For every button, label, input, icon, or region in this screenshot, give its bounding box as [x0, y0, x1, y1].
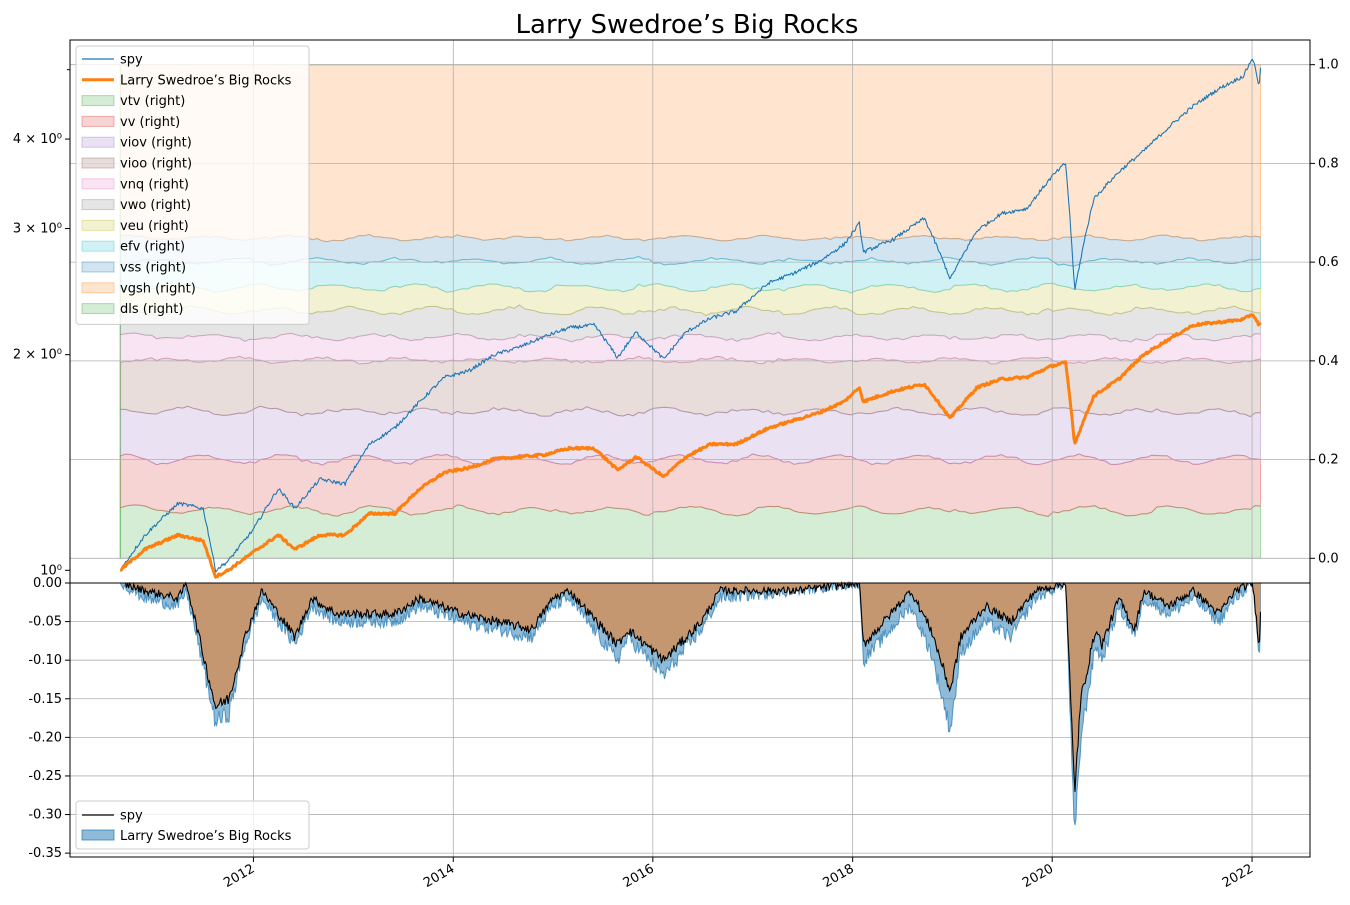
- legend-patch-vgsh-right: [81, 282, 115, 294]
- bottom-legend-box: [75, 800, 310, 850]
- chart-title: Larry Swedroe’s Big Rocks: [516, 10, 859, 40]
- drawdown-area-spy-fill: [120, 583, 1261, 792]
- legend-label-vnq-right: vnq (right): [120, 177, 189, 192]
- x-tick-label-2012: 2012: [221, 861, 257, 891]
- right-tick-label: 0.0: [1318, 551, 1339, 566]
- x-tick-label-2020: 2020: [1020, 861, 1056, 891]
- top-panel: 10⁰ 2 × 10⁰ 3 × 10⁰ 4 × 10⁰ 0.0 0.2 0.4 0.6 0.8 1…: [13, 39, 1339, 584]
- legend-patch-dls-right: [81, 303, 115, 315]
- right-tick-label: 0.4: [1318, 354, 1339, 369]
- area-vtv-right: [119, 504, 1261, 559]
- legend-label-spy: spy: [120, 809, 143, 824]
- legend-label-vss-right: vss (right): [120, 261, 186, 276]
- left-tick-label: 4 × 10⁰: [13, 132, 62, 147]
- line-larry-swedroe-s-big-rocks: [119, 313, 1262, 579]
- legend-patch-vss-right: [81, 261, 115, 273]
- bottom-tick-label: -0.15: [28, 692, 62, 707]
- legend-label-vioo-right: vioo (right): [120, 157, 192, 172]
- bottom-frame: [69, 582, 1311, 858]
- line-spy: [119, 58, 1262, 573]
- legend-patch-vv-right: [81, 115, 115, 127]
- bottom-tick-label: -0.10: [28, 653, 62, 668]
- legend-patch-efv-right: [81, 240, 115, 252]
- bottom-legend: spy Larry Swedroe’s Big Rocks: [75, 800, 310, 850]
- bottom-tick-label: -0.35: [28, 846, 62, 861]
- x-tick-label-2014: 2014: [421, 861, 457, 891]
- legend-label-larry-swedroe-s-big-rocks: Larry Swedroe’s Big Rocks: [120, 73, 292, 88]
- x-tick-label-2016: 2016: [621, 861, 657, 891]
- bottom-tick-label: 0.00: [33, 576, 62, 591]
- bottom-tick-label: -0.05: [28, 615, 62, 630]
- bottom-tick-label: -0.20: [28, 730, 62, 745]
- legend-label-vgsh-right: vgsh (right): [120, 281, 196, 296]
- right-tick-label: 0.2: [1318, 453, 1339, 468]
- legend-patch-big-rocks: [81, 829, 115, 841]
- bottom-panel: 0.00 -0.05 -0.10 -0.15 -0.20 -0.25 -0.30 -0.35 2…: [28, 576, 1311, 891]
- left-tick-label: 3 × 10⁰: [13, 222, 62, 237]
- legend-label-vtv-right: vtv (right): [120, 94, 185, 109]
- legend-patch-vioo-right: [81, 157, 115, 169]
- right-tick-label: 0.6: [1318, 255, 1339, 270]
- top-legend-box: [75, 45, 310, 325]
- left-tick-label: 10⁰: [40, 563, 62, 578]
- area-efv-right: [119, 255, 1261, 294]
- legend-label-vwo-right: vwo (right): [120, 198, 191, 213]
- x-tick-label-2022: 2022: [1220, 861, 1256, 891]
- legend-label-veu-right: veu (right): [120, 219, 189, 234]
- right-tick-label: 1.0: [1318, 58, 1339, 73]
- x-tick-label-2018: 2018: [820, 861, 856, 891]
- right-tick-label: 0.8: [1318, 156, 1339, 171]
- area-vwo-right: [119, 304, 1261, 343]
- legend-label-vv-right: vv (right): [120, 115, 180, 130]
- area-veu-right: [119, 282, 1261, 317]
- area-vnq-right: [119, 331, 1261, 365]
- legend-label-spy: spy: [120, 53, 143, 68]
- legend-patch-vnq-right: [81, 178, 115, 190]
- legend-label-big-rocks: Larry Swedroe’s Big Rocks: [120, 829, 292, 844]
- top-legend: spy Larry Swedroe’s Big Rocks vtv (right) v…: [75, 45, 310, 325]
- bottom-tick-label: -0.25: [28, 769, 62, 784]
- legend-patch-vtv-right: [81, 95, 115, 107]
- legend-patch-viov-right: [81, 136, 115, 148]
- drawdown-line-spy: [120, 580, 1262, 792]
- legend-patch-vwo-right: [81, 199, 115, 211]
- bottom-tick-label: -0.30: [28, 808, 62, 823]
- legend-label-efv-right: efv (right): [120, 240, 185, 255]
- legend-patch-veu-right: [81, 219, 115, 231]
- legend-label-dls-right: dls (right): [120, 302, 183, 317]
- left-tick-label: 2 × 10⁰: [13, 348, 62, 363]
- legend-label-viov-right: viov (right): [120, 136, 192, 151]
